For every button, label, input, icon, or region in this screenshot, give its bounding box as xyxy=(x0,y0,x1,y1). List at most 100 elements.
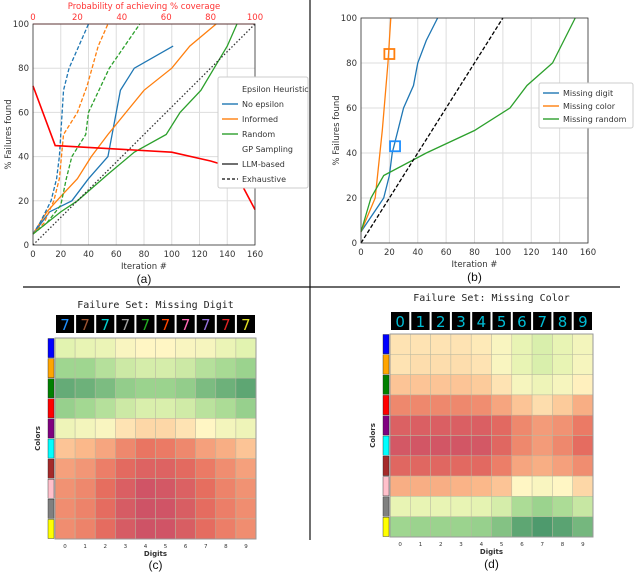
heatmap-cell xyxy=(135,357,156,379)
series-line-line xyxy=(360,17,504,244)
y-tick-label: 40 xyxy=(18,153,29,163)
heatmap-cell xyxy=(155,458,176,479)
heatmap-cell xyxy=(54,458,76,479)
heatmap-frame xyxy=(54,337,257,540)
legend-box xyxy=(217,76,309,189)
heatmap-cell xyxy=(430,475,452,497)
heatmap-cell xyxy=(389,354,411,375)
x-tick-label: 80 xyxy=(469,248,480,258)
y-tick-label: 100 xyxy=(13,20,29,30)
heatmap-cell xyxy=(215,478,237,500)
heatmap-cell xyxy=(572,435,594,457)
y-tick-label: 80 xyxy=(18,64,29,74)
x-tick-label: 100 xyxy=(495,248,511,258)
heatmap-cell xyxy=(94,398,116,419)
heatmap-cell xyxy=(54,357,76,379)
digit-thumbnail xyxy=(216,315,235,333)
y-tick-label: 0 xyxy=(352,239,357,249)
row-color-swatch xyxy=(382,517,390,537)
row-color-swatch xyxy=(382,476,390,497)
heatmap-cell xyxy=(175,478,196,500)
heatmap-cell xyxy=(470,394,492,416)
digit-thumbnail xyxy=(136,315,155,333)
heatmap-cell xyxy=(450,333,472,355)
y-axis-label: % Failures found xyxy=(332,95,342,165)
heatmap-cell xyxy=(470,333,492,355)
line-chart-(a): 0 20 40 60 80 100 120 140 160 0 20 40 60 80 100 Iterati… xyxy=(4,2,309,286)
heatmap-cell xyxy=(135,398,156,419)
heatmap-title: Failure Set: Missing Digit xyxy=(77,300,234,311)
caption: (a) xyxy=(137,272,152,286)
heatmap-cell xyxy=(410,354,431,375)
digit-glyph: 1 xyxy=(416,313,426,331)
row-color-swatch xyxy=(47,338,55,358)
digit-glyph: 0 xyxy=(395,313,405,331)
heatmap-cell xyxy=(54,498,76,520)
heatmap-cell xyxy=(552,394,573,416)
heatmap-cell xyxy=(115,458,136,479)
highlight-marker xyxy=(389,140,401,153)
legend-header: Epsilon Heuristic xyxy=(242,85,309,94)
heatmap-cell xyxy=(491,516,513,538)
heatmap-cell xyxy=(491,414,513,436)
heatmap-frame xyxy=(389,333,594,538)
x-tick-label: 1 xyxy=(419,542,423,548)
x-tick-label: 120 xyxy=(523,248,539,258)
heatmap-cell xyxy=(195,418,217,439)
digit-thumbnail xyxy=(116,315,135,333)
x-tick-label: 4 xyxy=(480,542,484,548)
digit-thumbnail xyxy=(176,315,195,333)
heatmap-cell xyxy=(195,478,217,500)
series-line-missing-color xyxy=(360,17,392,233)
x-tick-label: 9 xyxy=(244,544,248,550)
heatmap-cell xyxy=(389,374,411,396)
x-tick-label: 20 xyxy=(384,248,395,258)
heatmap-cell xyxy=(450,516,472,538)
heatmap-cell xyxy=(531,374,553,396)
x-tick-label: 0 xyxy=(63,544,67,550)
series-line-informed xyxy=(32,23,217,235)
x-tick-label: 8 xyxy=(561,542,565,548)
heatmap-cell xyxy=(389,414,411,436)
heatmap-cell xyxy=(450,394,472,416)
heatmap-cell xyxy=(552,414,573,436)
row-color-swatch xyxy=(47,499,55,519)
legend-label: Missing random xyxy=(563,115,627,124)
heatmap-cell xyxy=(235,518,257,540)
x-tick-label: 2 xyxy=(104,544,108,550)
heatmap-cell xyxy=(54,478,76,500)
top-tick-label: 100 xyxy=(247,13,263,23)
heatmap-cell xyxy=(175,377,196,399)
heatmap-cell xyxy=(94,377,116,399)
heatmap-cell xyxy=(195,337,217,359)
heatmap-cell xyxy=(410,374,431,396)
digit-thumbnail xyxy=(512,312,532,330)
x-axis-label: Digits xyxy=(480,548,503,556)
heatmap-cell xyxy=(235,337,257,359)
caption: (b) xyxy=(467,270,482,284)
row-color-swatch xyxy=(382,354,390,375)
legend-label: Random xyxy=(242,130,275,139)
y-tick-label: 20 xyxy=(346,194,357,204)
heatmap-cell xyxy=(54,377,76,399)
digit-glyph: 7 xyxy=(100,316,110,334)
row-color-swatch xyxy=(47,378,55,399)
heatmap-cell xyxy=(430,333,452,355)
heatmap-cell xyxy=(195,498,217,520)
row-color-swatch xyxy=(47,398,55,419)
y-axis-label: Colors xyxy=(369,423,377,448)
heatmap-cell xyxy=(531,414,553,436)
heatmap-cell xyxy=(54,398,76,419)
x-tick-label: 80 xyxy=(139,250,150,260)
heatmap-cell xyxy=(175,398,196,419)
x-tick-label: 40 xyxy=(412,248,423,258)
heatmap-cell xyxy=(531,496,553,517)
x-tick-label: 140 xyxy=(552,248,568,258)
digit-glyph: 5 xyxy=(497,313,507,331)
x-tick-label: 5 xyxy=(500,542,504,548)
heatmap-cell xyxy=(450,435,472,457)
heatmap-cell xyxy=(389,496,411,517)
heatmap-cell xyxy=(491,394,513,416)
heatmap-cell xyxy=(215,498,237,520)
